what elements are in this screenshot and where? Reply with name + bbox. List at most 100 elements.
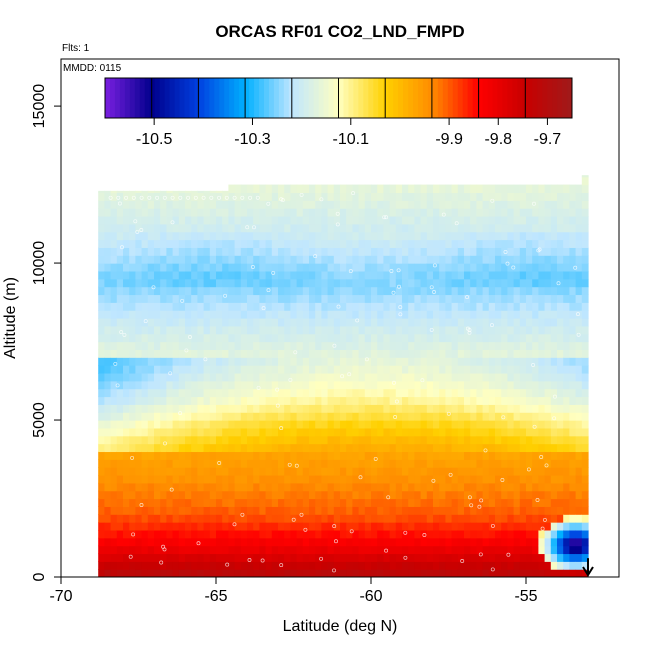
heatmap-cell bbox=[513, 200, 521, 209]
heatmap-cell bbox=[154, 372, 161, 382]
heatmap-cell bbox=[284, 231, 291, 241]
heatmap-cell bbox=[340, 451, 347, 460]
heatmap-cell bbox=[426, 569, 434, 577]
heatmap-cell bbox=[563, 357, 570, 366]
heatmap-cell bbox=[110, 200, 118, 209]
heatmap-cell bbox=[507, 498, 515, 507]
heatmap-cell bbox=[290, 490, 298, 500]
heatmap-cell bbox=[222, 467, 229, 476]
heatmap-cell bbox=[147, 537, 155, 547]
heatmap-cell bbox=[501, 247, 508, 256]
heatmap-cell bbox=[457, 467, 465, 476]
heatmap-cell bbox=[333, 372, 341, 382]
heatmap-cell bbox=[513, 498, 521, 507]
heatmap-cell bbox=[160, 522, 167, 531]
heatmap-cell bbox=[191, 310, 198, 319]
heatmap-cell bbox=[439, 200, 446, 209]
heatmap-cell bbox=[123, 553, 130, 562]
heatmap-cell bbox=[340, 333, 347, 343]
heatmap-cell bbox=[532, 435, 539, 445]
heatmap-cell bbox=[98, 190, 105, 194]
heatmap-cell bbox=[247, 192, 254, 201]
heatmap-cell bbox=[160, 490, 167, 500]
heatmap-cell bbox=[371, 451, 378, 460]
heatmap-cell bbox=[172, 349, 180, 358]
heatmap-cell bbox=[327, 380, 335, 390]
heatmap-cell bbox=[98, 357, 105, 366]
heatmap-cell bbox=[315, 270, 322, 280]
heatmap-cell bbox=[433, 553, 440, 562]
heatmap-cell bbox=[147, 247, 155, 256]
heatmap-cell bbox=[526, 529, 533, 539]
heatmap-cell bbox=[352, 278, 360, 288]
colorbar-segment bbox=[368, 78, 374, 118]
heatmap-cell bbox=[333, 404, 341, 413]
heatmap-cell bbox=[538, 255, 546, 264]
heatmap-cell bbox=[402, 474, 409, 484]
heatmap-cell bbox=[197, 365, 205, 374]
heatmap-cell bbox=[135, 190, 143, 194]
heatmap-cell bbox=[296, 270, 304, 280]
heatmap-cell bbox=[569, 325, 577, 335]
colorbar-segment bbox=[427, 78, 434, 118]
heatmap-cell bbox=[532, 443, 539, 453]
heatmap-cell bbox=[383, 474, 391, 484]
heatmap-cell bbox=[296, 372, 304, 382]
heatmap-cell bbox=[141, 278, 149, 288]
heatmap-cell bbox=[358, 294, 366, 303]
heatmap-cell bbox=[420, 435, 428, 445]
heatmap-cell bbox=[296, 388, 304, 398]
heatmap-cell bbox=[147, 302, 155, 311]
heatmap-cell bbox=[550, 215, 558, 225]
heatmap-cell bbox=[98, 223, 105, 233]
heatmap-cell bbox=[563, 380, 570, 390]
heatmap-cell bbox=[284, 451, 291, 460]
x-tick-label: -70 bbox=[49, 588, 72, 605]
heatmap-cell bbox=[147, 200, 155, 209]
heatmap-cell bbox=[420, 286, 428, 296]
heatmap-cell bbox=[135, 286, 143, 296]
heatmap-cell bbox=[383, 561, 391, 570]
heatmap-cell bbox=[470, 420, 477, 429]
heatmap-cell bbox=[135, 522, 143, 531]
heatmap-cell bbox=[129, 349, 136, 358]
heatmap-cell bbox=[253, 215, 260, 225]
sample-point bbox=[232, 522, 237, 527]
heatmap-cell bbox=[185, 459, 192, 468]
heatmap-cell bbox=[209, 190, 217, 194]
heatmap-cell bbox=[495, 529, 502, 539]
heatmap-cell bbox=[302, 286, 310, 296]
heatmap-cell bbox=[569, 263, 577, 272]
heatmap-cell bbox=[216, 333, 223, 343]
heatmap-cell bbox=[129, 482, 136, 492]
heatmap-cell bbox=[228, 396, 236, 405]
heatmap-cell bbox=[284, 514, 291, 523]
heatmap-cell bbox=[340, 467, 347, 476]
sample-point bbox=[186, 195, 191, 200]
heatmap-cell bbox=[544, 420, 552, 429]
heatmap-cell bbox=[507, 482, 515, 492]
heatmap-cell bbox=[495, 482, 502, 492]
heatmap-cell bbox=[98, 482, 105, 492]
heatmap-cell bbox=[278, 247, 285, 256]
heatmap-cell bbox=[439, 184, 446, 194]
heatmap-cell bbox=[302, 537, 310, 547]
heatmap-cell bbox=[519, 482, 527, 492]
heatmap-cell bbox=[185, 467, 192, 476]
heatmap-cell bbox=[166, 569, 174, 577]
heatmap-cell bbox=[532, 522, 539, 531]
heatmap-cell bbox=[259, 341, 267, 350]
heatmap-cell bbox=[315, 255, 322, 264]
colorbar-segment bbox=[338, 78, 344, 118]
heatmap-cell bbox=[563, 333, 570, 343]
heatmap-cell bbox=[433, 192, 440, 201]
heatmap-cell bbox=[222, 302, 229, 311]
heatmap-cell bbox=[346, 427, 353, 437]
sample-point bbox=[490, 523, 495, 528]
heatmap-cell bbox=[352, 459, 360, 468]
heatmap-cell bbox=[532, 223, 539, 233]
heatmap-cell bbox=[203, 427, 211, 437]
heatmap-cell bbox=[464, 208, 471, 217]
heatmap-cell bbox=[234, 561, 242, 570]
heatmap-cell bbox=[377, 208, 384, 217]
